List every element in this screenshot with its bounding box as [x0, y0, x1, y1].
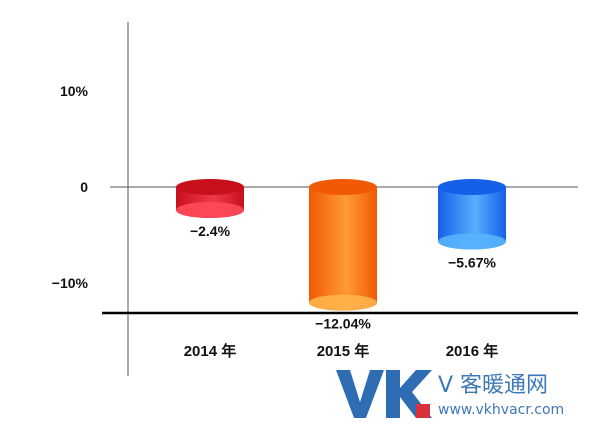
- watermark-v-letter: [336, 370, 384, 418]
- data-label: −2.4%: [190, 223, 231, 239]
- category-label: 2014 年: [184, 342, 237, 360]
- bar-body: [309, 187, 377, 311]
- bar-top-cap: [438, 179, 506, 195]
- category-label: 2015 年: [317, 342, 370, 360]
- watermark-url: www.vkhvacr.com: [438, 402, 564, 418]
- data-label: −12.04%: [315, 316, 371, 332]
- category-labels: 2014 年 2015 年 2016 年: [184, 342, 499, 360]
- bar-body: [438, 187, 506, 250]
- bar-bottom-cap: [438, 233, 506, 250]
- watermark-name: V 客暖通网: [438, 373, 548, 398]
- data-label: −5.67%: [448, 254, 496, 270]
- y-tick-label: 10%: [60, 83, 89, 99]
- category-label: 2016 年: [446, 342, 499, 360]
- bar-top-cap: [176, 179, 244, 195]
- bar-bottom-cap: [309, 294, 377, 311]
- y-tick-label: 0: [80, 179, 88, 195]
- y-tick-labels: 10% 0 −10%: [52, 83, 89, 291]
- watermark-k-accent: [416, 404, 430, 418]
- bars: −2.4% −12.04% −5.67%: [176, 179, 506, 332]
- watermark-logo: V 客暖通网 www.vkhvacr.com: [336, 370, 564, 418]
- y-tick-label: −10%: [52, 275, 89, 291]
- bar-bottom-cap: [176, 202, 244, 219]
- bar-top-cap: [309, 179, 377, 195]
